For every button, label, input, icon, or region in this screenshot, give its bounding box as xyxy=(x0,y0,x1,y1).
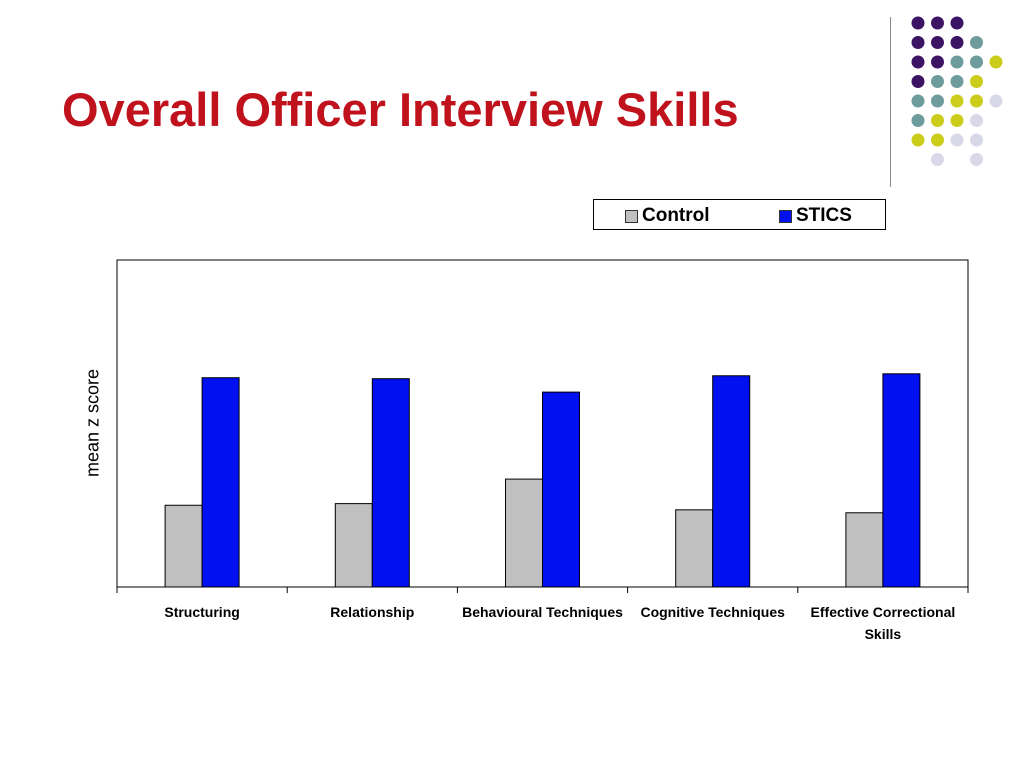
legend-swatch-control xyxy=(625,209,638,223)
decorative-dot xyxy=(970,133,983,147)
decorative-dot xyxy=(931,114,944,127)
bar-control xyxy=(845,512,884,588)
decorative-dot xyxy=(970,75,983,88)
bar-stics xyxy=(371,378,410,588)
bars-group xyxy=(164,373,921,588)
decorative-dot xyxy=(970,36,983,49)
decorative-dot xyxy=(931,55,944,69)
legend-item-stics: STICS xyxy=(779,205,852,227)
decorative-dot xyxy=(911,114,925,127)
decorative-dot xyxy=(931,153,944,166)
bar-stics xyxy=(712,375,751,588)
x-tick-label: Cognitive Techniques xyxy=(640,604,785,620)
decorative-dot xyxy=(950,94,964,108)
slide-title: Overall Officer Interview Skills xyxy=(62,83,739,136)
bar-control xyxy=(334,503,373,588)
legend-label-control: Control xyxy=(642,205,710,226)
divider-line xyxy=(890,17,891,187)
decorative-dot xyxy=(970,153,983,166)
decorative-dot xyxy=(911,94,925,108)
decorative-dot xyxy=(931,94,944,108)
decorative-dot xyxy=(950,16,964,30)
decorative-dot xyxy=(911,55,925,69)
x-tick-label: Effective Correctional Skills xyxy=(810,604,956,642)
decorative-dot xyxy=(950,55,964,69)
decorative-dot xyxy=(950,36,964,49)
bar-stics xyxy=(542,391,580,588)
decorative-dot-grid xyxy=(911,16,1003,166)
bar-stics xyxy=(882,373,921,588)
decorative-dot xyxy=(931,133,944,147)
chart-legend: Control STICS xyxy=(593,199,886,230)
bar-control xyxy=(675,509,714,588)
decorative-dot xyxy=(989,55,1003,69)
decorative-dot xyxy=(950,133,964,147)
decorative-dot xyxy=(931,36,944,49)
legend-item-control: Control xyxy=(625,205,710,227)
x-tick-label: Behavioural Techniques xyxy=(462,604,623,620)
decorative-dot xyxy=(950,75,964,88)
decorative-dot xyxy=(970,55,983,69)
decorative-dot xyxy=(970,94,983,108)
legend-label-stics: STICS xyxy=(796,205,852,226)
x-tick-label: Relationship xyxy=(330,604,415,620)
decorative-dot xyxy=(989,94,1003,108)
decorative-dot xyxy=(970,114,983,127)
decorative-dot xyxy=(911,16,925,30)
legend-swatch-stics xyxy=(779,209,792,223)
decorative-dot xyxy=(931,16,944,30)
decorative-dot xyxy=(911,75,925,88)
decorative-dot xyxy=(931,75,944,88)
y-axis-label: mean z score xyxy=(82,368,103,478)
bar-control xyxy=(164,504,203,588)
x-axis-ticks xyxy=(116,587,969,593)
decorative-dot xyxy=(911,36,925,49)
x-tick-label: Structuring xyxy=(164,604,240,620)
decorative-dot xyxy=(911,133,925,147)
decorative-dot xyxy=(950,114,964,127)
bar-control xyxy=(505,478,543,588)
bar-stics xyxy=(201,377,240,588)
